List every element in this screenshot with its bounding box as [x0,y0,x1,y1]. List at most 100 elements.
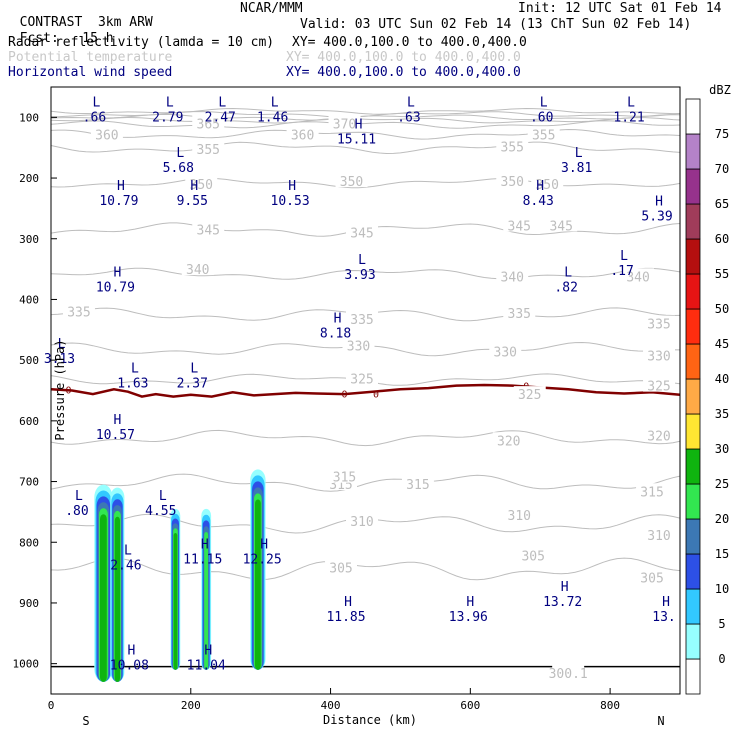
theta-label-bg [342,337,375,352]
model-name: 3km ARW [97,15,153,30]
theta-label-bg [489,343,522,358]
theta-label-bg [503,506,536,521]
wind-extremum-letter: L [93,95,101,110]
theta-contour-line [51,141,680,155]
y-tick-label: 900 [19,597,39,610]
colorbar-box [685,203,701,240]
theta-label-bg [643,315,676,330]
wind-speed-value: 13. [652,610,675,625]
colorbar-level-label: 15 [715,547,729,561]
wind-extremum-letter: L [176,146,184,161]
colorbar-level-label: 25 [715,477,729,491]
colorbar-level-label: 30 [715,442,729,456]
wind-extremum-letter: L [407,95,415,110]
wind-speed-value: 13.72 [543,595,582,610]
wind-extremum-letter: H [260,537,268,552]
dbz-colorbar: 0 5 10 15 20 25 30 35 40 45 50 55 60 65 70 75 [685,98,729,695]
wind-extremum-letter: H [113,265,121,280]
colorbar-box [685,343,701,380]
wind-speed-value: 5.68 [163,161,194,176]
reflectivity-cell [94,484,113,682]
reflectivity-cell [250,469,266,670]
wind-extremum-letter: H [113,413,121,428]
wind-extremum-letter: L [358,253,366,268]
theta-label: 340 [501,270,524,285]
theta-contour-line [51,267,680,280]
wind-speed-value: 10.53 [271,194,310,209]
theta-label: 350 [535,178,558,193]
theta-label: 360 [95,128,118,143]
wind-speed-value: 9.55 [177,194,208,209]
plot-frame [50,86,681,695]
colorbar-box [685,273,701,310]
theta-label-bg [492,432,525,447]
wind-speed-value: .60 [530,110,553,125]
reflectivity-cells [94,469,266,682]
theta-label-bg [192,115,225,130]
colorbar-unit: dBZ [709,83,731,97]
theta-contour-line [51,116,680,124]
theta-label-bg [496,173,529,188]
wind-speed-value: 2.79 [152,110,183,125]
wind-extremum-letter: H [334,312,342,327]
wind-extremum-letter: H [344,595,352,610]
theta-label: 350 [190,178,213,193]
wind-extremum-letter: H [204,644,212,659]
colorbar-level-label: 70 [715,162,729,176]
wind-extremum-letter: H [127,644,135,659]
reflectivity-cell [110,487,125,682]
wind-speed-value: .17 [610,264,633,279]
theta-label: 345 [197,224,220,239]
theta-label: 300.1 [549,667,588,682]
theta-label: 330 [494,346,517,361]
wind-extremum-letter: L [564,265,572,280]
colorbar-box [685,588,701,625]
theta-label-bg [643,377,676,392]
wind-speed-value: 11.85 [326,610,365,625]
theta-label-bg [513,386,546,401]
theta-label: 340 [626,270,649,285]
theta-label-bg [545,217,578,232]
freezing-level-label: 0 [65,385,71,396]
theta-label-bg [192,140,225,155]
x-tick-label: 400 [321,699,341,712]
colorbar-level-label: 0 [718,652,725,666]
theta-label-bg [325,559,358,574]
theta-contour-line [51,557,680,581]
wind-extremum-letter: L [166,95,174,110]
wind-speed-value: .82 [554,280,577,295]
y-tick-label: 1000 [13,658,40,671]
colorbar-level-label: 5 [718,617,725,631]
wind-speed-value: 11.15 [183,552,222,567]
theta-label: 325 [518,388,541,403]
wind-extremum-letter: H [355,117,363,132]
colorbar-box [685,518,701,555]
field-name-theta: Potential temperature [8,50,173,65]
wind-speed-value: 3.13 [44,352,75,367]
colorbar-box [685,168,701,205]
wind-extremum-letter: L [540,95,548,110]
theta-label-bg [90,693,123,694]
wind-extremum-letter: L [58,337,66,352]
theta-label-bg [643,526,676,541]
theta-label: 310 [508,509,531,524]
x-label-north: N [657,714,664,728]
theta-label: 330 [647,349,670,364]
theta-label: 345 [508,219,531,234]
theta-label-bg [401,475,434,490]
theta-label: 315 [333,471,356,486]
x-tick-label: 800 [600,699,620,712]
theta-label-bg [346,224,379,239]
reflectivity-contour-fill [114,516,120,682]
theta-label: 330 [347,340,370,355]
wind-extremum-letter: H [288,179,296,194]
theta-contour-line [51,120,680,129]
reflectivity-cell [170,508,181,670]
theta-label: 325 [350,372,373,387]
y-tick-label: 600 [19,415,39,428]
wind-extremum-letter: H [190,179,198,194]
theta-label-bg [503,217,536,232]
wind-extremum-letter: H [117,179,125,194]
wind-speed-value: 15.11 [337,132,376,147]
